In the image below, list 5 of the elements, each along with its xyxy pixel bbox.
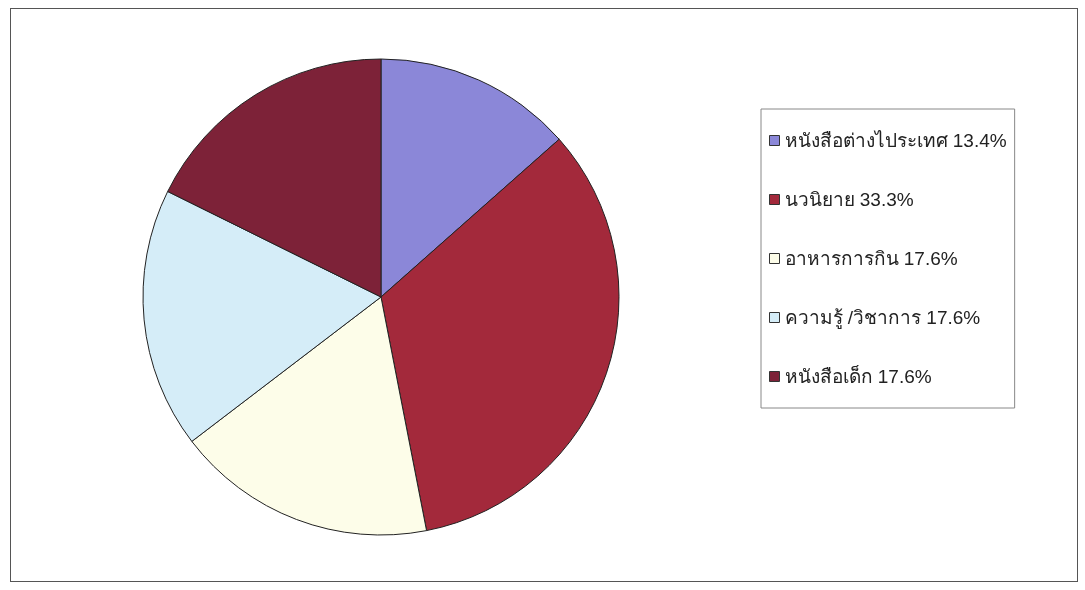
legend-label: อาหารการกิน 17.6%	[784, 248, 958, 269]
legend-label: นวนิยาย 33.3%	[784, 189, 914, 210]
legend-label: หนังสือต่างไประเทศ 13.4%	[784, 130, 1007, 151]
legend-label: ความรู้ /วิชาการ 17.6%	[784, 307, 981, 329]
legend-label: หนังสือเด็ก 17.6%	[784, 364, 932, 387]
